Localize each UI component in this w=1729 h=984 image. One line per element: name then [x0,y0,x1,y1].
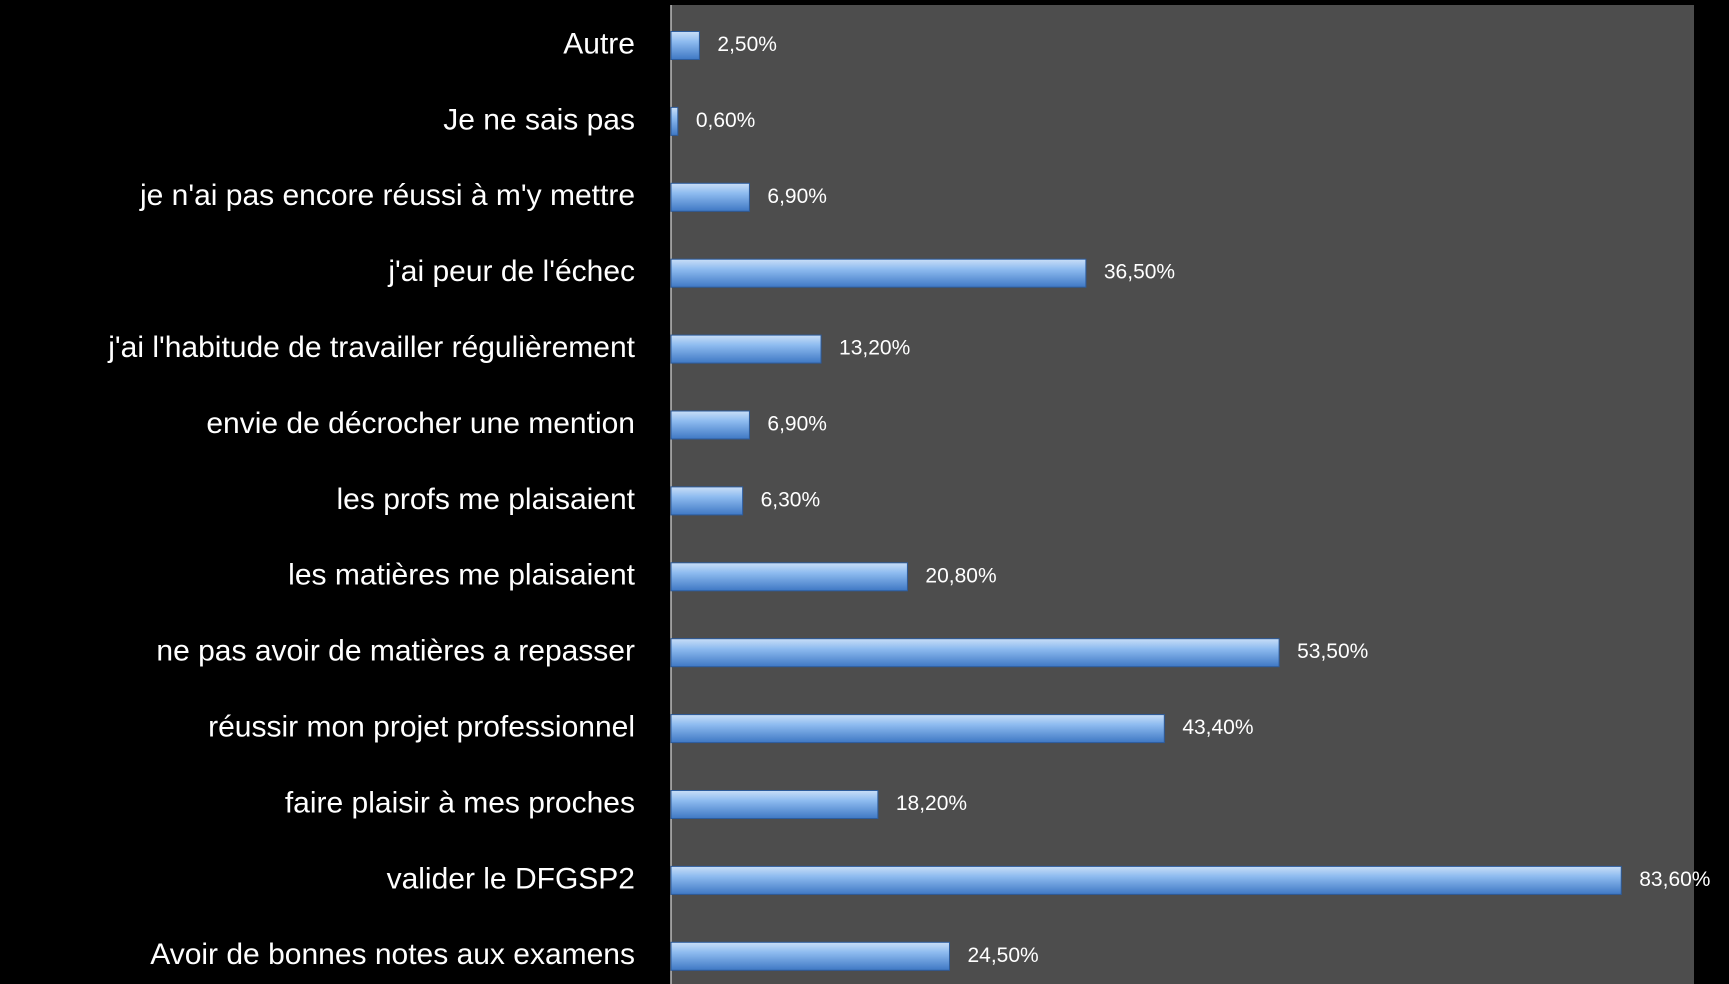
category-label: faire plaisir à mes proches [285,786,635,819]
bar [670,486,744,516]
category-label: les matières me plaisaient [288,559,635,592]
value-label: 6,30% [761,488,821,511]
value-label: 0,60% [696,109,756,132]
value-label: 53,50% [1297,640,1368,663]
category-label: je n'ai pas encore réussi à m'y mettre [139,179,635,212]
category-label: les profs me plaisaient [337,483,636,516]
category-label: j'ai l'habitude de travailler régulièrem… [107,331,635,364]
category-label: réussir mon projet professionnel [208,711,635,744]
bar [670,941,950,971]
category-label: Je ne sais pas [443,103,635,136]
bar [670,31,700,60]
bar [670,334,822,364]
bar [670,258,1087,288]
bar [670,714,1165,744]
category-label: j'ai peur de l'échec [387,255,635,288]
category-label: envie de décrocher une mention [206,407,635,440]
value-label: 83,60% [1639,868,1710,891]
value-label: 20,80% [925,564,996,587]
value-label: 2,50% [717,33,777,56]
value-label: 36,50% [1104,261,1175,284]
bar [670,638,1280,668]
category-label: Avoir de bonnes notes aux examens [150,938,635,971]
value-label: 6,90% [767,185,827,208]
category-label: ne pas avoir de matières a repasser [156,635,635,668]
bar [670,106,679,136]
plot-area [671,5,1694,984]
value-label: 6,90% [767,413,827,436]
bar [670,562,908,592]
value-label: 43,40% [1182,716,1253,739]
bar [670,865,1622,895]
value-label: 13,20% [839,337,910,360]
category-label: valider le DFGSP2 [387,862,635,895]
bar [670,410,750,440]
bar [670,182,750,212]
value-label: 24,50% [967,944,1038,967]
value-label: 18,20% [896,792,967,815]
category-label: Autre [563,27,635,60]
bar [670,790,879,819]
